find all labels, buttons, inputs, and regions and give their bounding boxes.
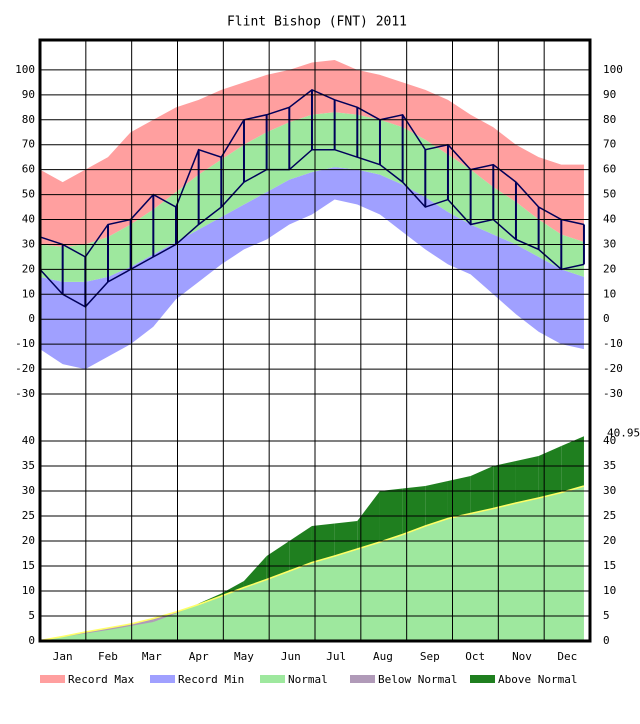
y-tick-label-right: 100 [603, 63, 623, 76]
y-tick-label: 40 [22, 213, 35, 226]
y-tick-label-right: 5 [603, 609, 610, 622]
legend-swatch [260, 675, 285, 683]
normal-area [40, 486, 584, 641]
legend-swatch [350, 675, 375, 683]
y-tick-label-right: 40 [603, 434, 616, 447]
x-tick-label: Nov [512, 650, 532, 663]
legend-label: Record Max [68, 673, 135, 686]
x-tick-label: Apr [189, 650, 209, 663]
y-tick-label: -20 [15, 362, 35, 375]
y-tick-label: 40 [22, 434, 35, 447]
departure-area [561, 436, 584, 493]
departure-area [289, 526, 312, 571]
departure-area [334, 521, 358, 556]
y-tick-label-right: 30 [603, 484, 616, 497]
y-tick-label: 25 [22, 509, 35, 522]
y-tick-label-right: 50 [603, 188, 616, 201]
y-tick-label-right: -10 [603, 337, 623, 350]
departure-area [266, 541, 290, 580]
plot-frame [38, 38, 592, 643]
y-tick-label: 30 [22, 237, 35, 250]
y-tick-label: 35 [22, 459, 35, 472]
y-tick-label: -10 [15, 337, 35, 350]
y-tick-label: 20 [22, 534, 35, 547]
y-tick-label: 10 [22, 584, 35, 597]
total-label: 40.95 [607, 426, 640, 439]
y-tick-label: 10 [22, 287, 35, 300]
departure-area [447, 476, 471, 519]
legend-label: Record Min [178, 673, 244, 686]
y-tick-label-right: 40 [603, 213, 616, 226]
legend-label: Below Normal [378, 673, 457, 686]
y-tick-label: 30 [22, 484, 35, 497]
y-tick-label-right: 0 [603, 312, 610, 325]
departure-area [493, 461, 516, 509]
x-tick-label: Sep [420, 650, 440, 663]
x-tick-label: Feb [98, 650, 118, 663]
x-tick-label: Jul [326, 650, 346, 663]
y-tick-label: 80 [22, 113, 35, 126]
y-tick-label: 5 [28, 609, 35, 622]
y-tick-label: 20 [22, 262, 35, 275]
departure-area [153, 612, 176, 622]
legend-label: Normal [288, 673, 328, 686]
departure-area [470, 466, 494, 514]
departure-area [538, 446, 562, 498]
y-tick-label-right: 35 [603, 459, 616, 472]
y-tick-label-right: 70 [603, 138, 616, 151]
x-tick-label: Aug [373, 650, 393, 663]
normal-line [39, 485, 585, 642]
legend-swatch [40, 675, 65, 683]
y-tick-label: 50 [22, 188, 35, 201]
y-tick-label: 0 [28, 634, 35, 647]
x-tick-label: Jun [281, 650, 301, 663]
chart-title: Flint Bishop (FNT) 2011 [227, 15, 407, 30]
record-min-band [40, 167, 584, 370]
record-max-band [40, 59, 584, 247]
legend-swatch [150, 675, 175, 683]
y-tick-label-right: 80 [603, 113, 616, 126]
departure-area [402, 486, 426, 535]
departure-area [221, 581, 244, 596]
y-tick-label-right: -20 [603, 362, 623, 375]
departure-area [357, 491, 380, 549]
departure-area [311, 523, 335, 563]
y-tick-label: 100 [15, 63, 35, 76]
y-tick-label-right: 20 [603, 534, 616, 547]
y-tick-label-right: 0 [603, 634, 610, 647]
y-tick-label: 15 [22, 559, 35, 572]
departure-area [379, 488, 403, 542]
departure-area [243, 556, 267, 588]
y-tick-label: 70 [22, 138, 35, 151]
legend-label: Above Normal [498, 673, 577, 686]
y-tick-label-right: -30 [603, 387, 623, 400]
x-tick-label: May [234, 650, 254, 663]
y-tick-label: 90 [22, 88, 35, 101]
x-tick-label: Oct [465, 650, 485, 663]
y-tick-label-right: 15 [603, 559, 616, 572]
y-tick-label: 0 [28, 312, 35, 325]
departure-area [425, 481, 448, 526]
departure-area [515, 456, 539, 503]
y-tick-label-right: 25 [603, 509, 616, 522]
y-tick-label: -30 [15, 387, 35, 400]
y-tick-label: 60 [22, 163, 35, 176]
x-tick-label: Jan [53, 650, 73, 663]
y-tick-label-right: 20 [603, 262, 616, 275]
x-tick-label: Mar [142, 650, 162, 663]
y-tick-label-right: 30 [603, 237, 616, 250]
y-tick-label-right: 10 [603, 584, 616, 597]
x-tick-label: Dec [557, 650, 577, 663]
y-tick-label-right: 10 [603, 287, 616, 300]
y-tick-label-right: 60 [603, 163, 616, 176]
legend-swatch [470, 675, 495, 683]
y-tick-label-right: 90 [603, 88, 616, 101]
